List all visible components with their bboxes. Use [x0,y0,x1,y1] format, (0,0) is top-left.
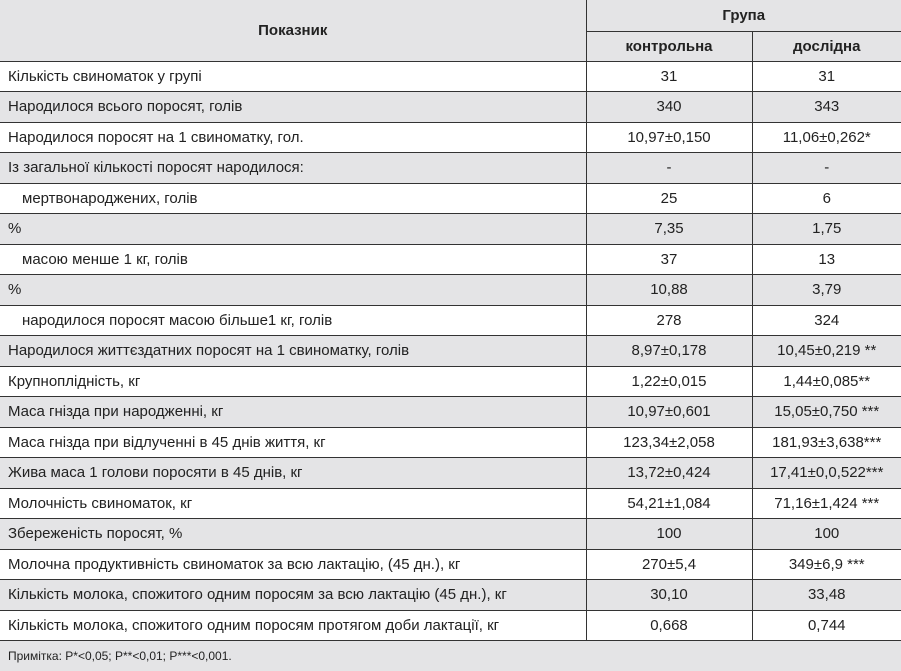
control-value: 10,97±0,150 [585,122,752,153]
row-label: Жива маса 1 голови поросяти в 45 днів, к… [0,457,586,489]
row-label: Із загальної кількості поросят народилос… [0,152,586,184]
experimental-value: 100 [751,518,901,550]
header-control: контрольна [585,31,752,62]
experimental-value: 181,93±3,638*** [751,427,901,458]
row-label: Молочна продуктивність свиноматок за всю… [0,549,586,580]
control-value: 54,21±1,084 [585,488,752,519]
row-label: Збереженість поросят, % [0,518,586,550]
experimental-value: 0,744 [751,610,901,641]
table-row: Молочна продуктивність свиноматок за всю… [0,549,901,580]
control-value: 10,97±0,601 [585,396,752,428]
table-row: Маса гнізда при відлученні в 45 днів жит… [0,427,901,458]
row-label: Кількість свиноматок у групі [0,61,586,92]
experimental-value: 17,41±0,0,522*** [751,457,901,489]
experimental-value: 10,45±0,219 ** [751,335,901,367]
table-row: Жива маса 1 голови поросяти в 45 днів, к… [0,457,901,489]
row-label: Народилося поросят на 1 свиноматку, гол. [0,122,586,153]
control-value: 7,35 [585,213,752,245]
table-row: % 10,88 3,79 [0,274,901,306]
experimental-value: 13 [751,244,901,275]
control-value: 37 [585,244,752,275]
table-note: Примітка: P*<0,05; P**<0,01; P***<0,001. [0,641,901,671]
control-value: 123,34±2,058 [585,427,752,458]
data-table: Показник Група контрольна дослідна Кільк… [0,0,901,641]
row-label: Народилося життєздатних поросят на 1 сви… [0,335,586,367]
control-value: 30,10 [585,579,752,611]
experimental-value: 15,05±0,750 *** [751,396,901,428]
row-label: мертвонароджених, голів [0,183,586,214]
table-row: Із загальної кількості поросят народилос… [0,152,901,184]
table-row: Кількість молока, спожитого одним порося… [0,579,901,611]
experimental-value: 11,06±0,262* [751,122,901,153]
table-row: Народилося всього поросят, голів 340 343 [0,91,901,123]
row-label: Кількість молока, спожитого одним порося… [0,579,586,611]
control-value: 0,668 [585,610,752,641]
table-row: мертвонароджених, голів 25 6 [0,183,901,214]
table-row: Маса гнізда при народженні, кг 10,97±0,60… [0,396,901,428]
control-value: 31 [585,61,752,92]
table-row: народилося поросят масою більше1 кг, гол… [0,305,901,336]
row-label: Крупноплідність, кг [0,366,586,397]
row-label: % [0,213,586,245]
row-label: Кількість молока, спожитого одним порося… [0,610,586,641]
table-row: Народилося поросят на 1 свиноматку, гол.… [0,122,901,153]
table-row: Молочність свиноматок, кг 54,21±1,084 71,1… [0,488,901,519]
experimental-value: 349±6,9 *** [751,549,901,580]
control-value: 100 [585,518,752,550]
experimental-value: 343 [751,91,901,123]
row-label: Маса гнізда при народженні, кг [0,396,586,428]
control-value: 1,22±0,015 [585,366,752,397]
experimental-value: 1,44±0,085** [751,366,901,397]
experimental-value: 6 [751,183,901,214]
table-row: Кількість молока, спожитого одним порося… [0,610,901,641]
row-label: Народилося всього поросят, голів [0,91,586,123]
control-value: 13,72±0,424 [585,457,752,489]
control-value: 278 [585,305,752,336]
header-group: Група [585,0,901,32]
control-value: 10,88 [585,274,752,306]
experimental-value: 1,75 [751,213,901,245]
table-row: масою менше 1 кг, голів 37 13 [0,244,901,275]
row-label: % [0,274,586,306]
row-label: Молочність свиноматок, кг [0,488,586,519]
row-label: масою менше 1 кг, голів [0,244,586,275]
control-value: - [585,152,752,184]
table-row: Народилося життєздатних поросят на 1 сви… [0,335,901,367]
row-label: народилося поросят масою більше1 кг, гол… [0,305,586,336]
header-experimental: дослідна [751,31,901,62]
table-row: Крупноплідність, кг 1,22±0,015 1,44±0,085*… [0,366,901,397]
control-value: 270±5,4 [585,549,752,580]
experimental-value: 33,48 [751,579,901,611]
control-value: 340 [585,91,752,123]
table-row: Кількість свиноматок у групі 31 31 [0,61,901,92]
experimental-value: - [751,152,901,184]
control-value: 8,97±0,178 [585,335,752,367]
table-row: % 7,35 1,75 [0,213,901,245]
experimental-value: 3,79 [751,274,901,306]
control-value: 25 [585,183,752,214]
table-row: Збереженість поросят, % 100 100 [0,518,901,550]
experimental-value: 71,16±1,424 *** [751,488,901,519]
experimental-value: 324 [751,305,901,336]
header-indicator: Показник [0,0,586,62]
row-label: Маса гнізда при відлученні в 45 днів жит… [0,427,586,458]
experimental-value: 31 [751,61,901,92]
